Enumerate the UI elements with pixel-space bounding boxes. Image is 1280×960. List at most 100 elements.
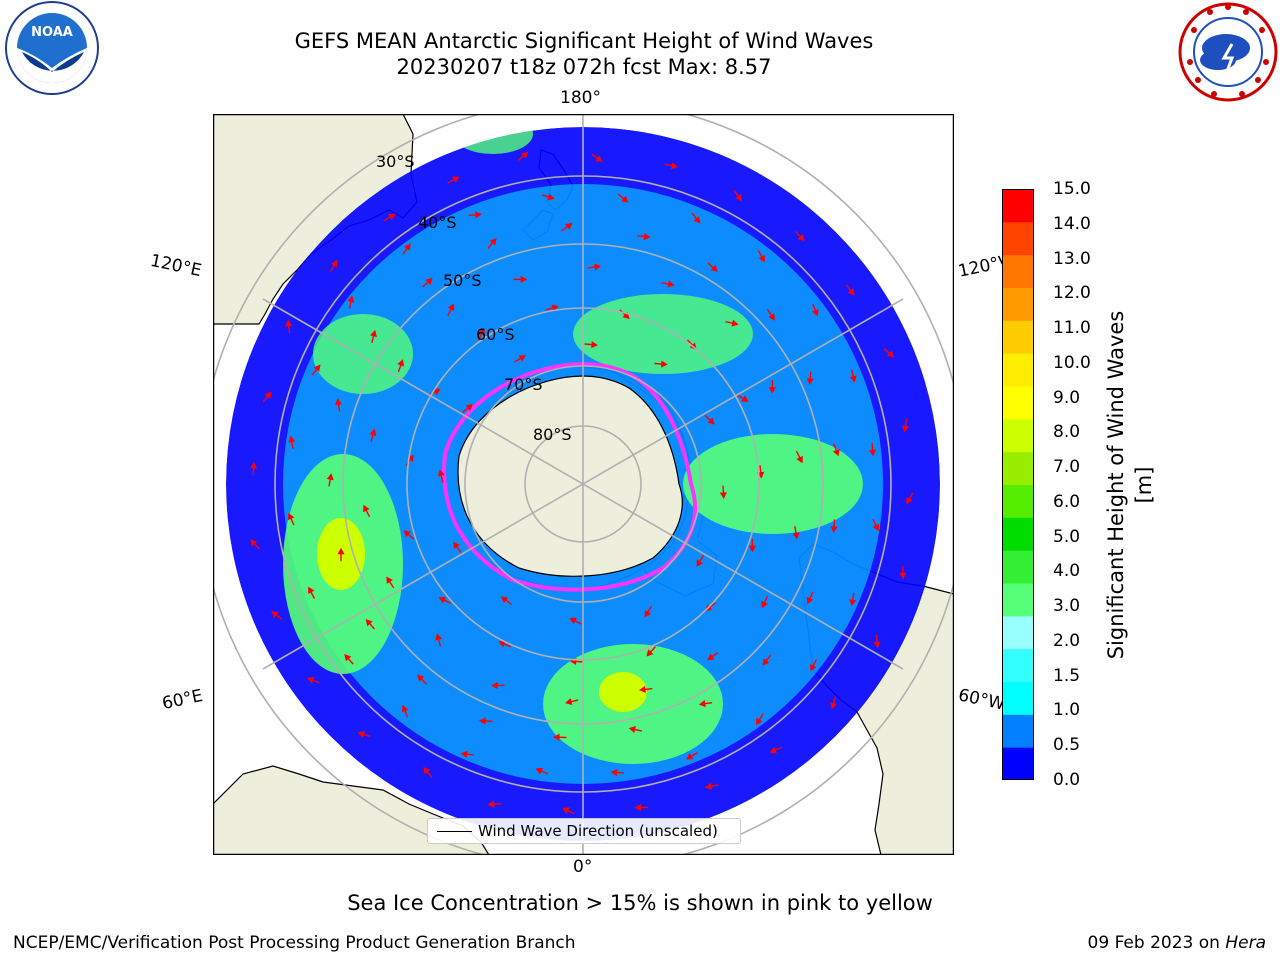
wave-direction-arrowhead xyxy=(565,223,573,230)
lon-label-180: 180° xyxy=(560,88,601,108)
wave-direction-arrowhead xyxy=(330,259,338,268)
wave-direction-arrowhead xyxy=(830,526,838,533)
lon-label-60w: 60°W xyxy=(956,685,1007,715)
wave-direction-arrowhead xyxy=(644,609,652,618)
wave-direction-arrowhead xyxy=(438,596,447,604)
colorbar-tick-label: 5.0 xyxy=(1053,526,1081,547)
colorbar-tick-label: 1.5 xyxy=(1053,665,1081,686)
wave-direction-arrowhead xyxy=(768,387,776,394)
wave-direction-arrowhead xyxy=(337,547,345,555)
wave-direction-arrowhead xyxy=(849,375,857,383)
wave-direction-arrowhead xyxy=(610,768,618,777)
wave-direction-arrowhead xyxy=(595,155,603,162)
wave-direction-arrowhead xyxy=(500,596,509,604)
colorbar-tick-label: 14.0 xyxy=(1053,213,1091,234)
colorbar-segment xyxy=(1002,386,1034,420)
wave-direction-arrowhead xyxy=(335,398,343,406)
wave-direction-arrowhead xyxy=(460,750,468,758)
map-legend: Wind Wave Direction (unscaled) xyxy=(427,818,741,844)
lon-label-0: 0° xyxy=(573,857,593,877)
colorbar xyxy=(1002,189,1034,780)
wave-direction-arrowhead xyxy=(365,619,373,627)
wave-direction-arrowhead xyxy=(638,685,646,693)
colorbar-tick-label: 8.0 xyxy=(1053,422,1081,443)
colorbar-tick-label: 0.5 xyxy=(1053,735,1081,756)
wave-direction-arrowhead xyxy=(478,328,485,336)
colorbar-segment xyxy=(1002,714,1034,748)
wave-direction-arrowhead xyxy=(847,288,855,296)
colorbar-segment xyxy=(1002,615,1034,650)
lat-label-30s: 30°S xyxy=(376,152,415,171)
legend-line-swatch xyxy=(437,831,472,832)
colorbar-tick-label: 7.0 xyxy=(1053,457,1081,478)
wave-direction-arrowhead xyxy=(363,504,370,513)
wave-direction-arrowhead xyxy=(811,309,819,317)
wave-direction-arrowhead xyxy=(761,600,768,609)
noaa-logo-text: NOAA xyxy=(31,25,73,40)
wave-peak-south-atlantic xyxy=(599,672,647,712)
wave-direction-arrowhead xyxy=(285,319,293,327)
colorbar-segment xyxy=(1002,648,1034,682)
footer-date: 09 Feb 2023 on Hera xyxy=(1088,933,1266,953)
wave-direction-arrowhead xyxy=(403,530,411,538)
colorbar-segment xyxy=(1002,550,1034,584)
colorbar-segment xyxy=(1002,221,1034,256)
colorbar-segment xyxy=(1002,517,1034,551)
colorbar-segment xyxy=(1002,747,1034,780)
wave-direction-arrowhead xyxy=(370,329,377,338)
legend-label: Wind Wave Direction (unscaled) xyxy=(478,822,718,840)
wave-direction-arrowhead xyxy=(535,767,543,775)
wave-direction-arrowhead xyxy=(758,254,765,263)
lat-label-40s: 40°S xyxy=(418,213,457,232)
wave-direction-arrowhead xyxy=(806,596,814,605)
wave-direction-arrowhead xyxy=(423,767,431,775)
wave-direction-arrowhead xyxy=(397,359,405,367)
wave-direction-arrowhead xyxy=(386,576,393,584)
colorbar-tick-label: 11.0 xyxy=(1053,318,1091,339)
wave-direction-arrowhead xyxy=(696,559,703,567)
sea-ice-note: Sea Ice Concentration > 15% is shown in … xyxy=(347,891,933,915)
wave-direction-arrowhead xyxy=(287,512,295,521)
wave-direction-arrowhead xyxy=(308,586,315,594)
colorbar-tick-label: 3.0 xyxy=(1053,596,1081,617)
colorbar-label: Significant Height of Wind Waves [m] xyxy=(1104,310,1156,660)
wave-direction-arrowhead xyxy=(622,311,630,320)
wave-direction-arrowhead xyxy=(872,523,880,532)
wave-direction-arrowhead xyxy=(453,541,460,550)
lon-label-120e: 120°E xyxy=(148,250,204,282)
wave-direction-arrowhead xyxy=(407,454,414,463)
colorbar-tick-label: 13.0 xyxy=(1053,248,1091,269)
wave-direction-arrowhead xyxy=(797,233,805,242)
colorbar-tick-label: 12.0 xyxy=(1053,283,1091,304)
wave-direction-arrowhead xyxy=(487,800,495,808)
wave-direction-arrowhead xyxy=(832,448,840,457)
noaa-logo-icon: NOAA xyxy=(5,1,99,95)
wave-direction-arrowhead xyxy=(705,782,713,790)
wave-direction-arrowhead xyxy=(661,360,668,368)
colorbar-segment xyxy=(1002,254,1034,288)
wave-direction-arrowhead xyxy=(707,653,715,661)
colorbar-border xyxy=(1002,189,1034,780)
wave-direction-arrowhead xyxy=(873,641,881,649)
colorbar-tick-label: 2.0 xyxy=(1053,630,1081,651)
wave-max-pacific xyxy=(573,294,753,374)
wave-direction-arrowhead xyxy=(591,341,598,349)
wave-direction-arrowhead xyxy=(447,303,455,311)
wave-direction-arrowhead xyxy=(433,388,441,396)
wave-direction-arrowhead xyxy=(250,539,258,547)
wave-direction-arrowhead xyxy=(741,395,749,402)
wave-direction-arrowhead xyxy=(425,277,433,285)
colorbar-tick-label: 1.0 xyxy=(1053,700,1081,721)
wave-direction-arrowhead xyxy=(735,193,743,202)
wave-direction-arrowhead xyxy=(621,195,629,203)
wave-direction-arrowhead xyxy=(521,151,529,159)
wave-direction-arrowhead xyxy=(313,364,321,372)
wave-direction-arrowhead xyxy=(417,674,425,682)
wave-direction-arrowhead xyxy=(594,263,602,271)
wave-direction-arrowhead xyxy=(886,350,895,358)
wave-direction-arrowhead xyxy=(685,753,694,760)
wave-direction-arrowhead xyxy=(347,295,355,303)
wave-direction-arrowhead xyxy=(547,193,555,201)
wave-direction-arrowhead xyxy=(719,492,727,499)
wave-direction-arrowhead xyxy=(769,746,777,754)
